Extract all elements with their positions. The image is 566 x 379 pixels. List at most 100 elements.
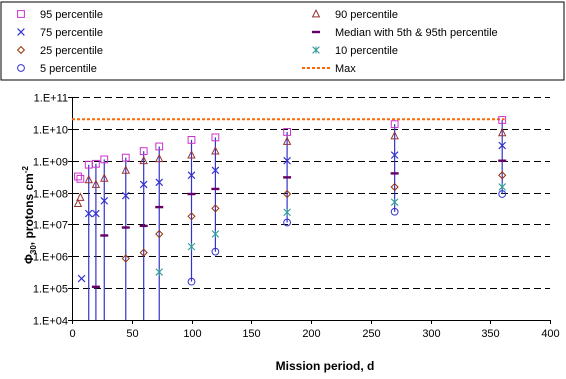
y-tick-label: 1.E+05 <box>33 284 68 296</box>
data-point <box>100 197 109 205</box>
data-point <box>390 182 399 192</box>
legend-label: 95 percentile <box>40 9 103 21</box>
data-point <box>139 180 148 189</box>
data-point <box>211 146 220 155</box>
data-point <box>283 128 292 136</box>
legend-box <box>0 1 565 81</box>
data-point <box>155 153 164 163</box>
legend-marker <box>17 28 25 36</box>
x-tick-label: 400 <box>541 328 559 340</box>
x-tick-label: 300 <box>422 328 440 340</box>
legend-item: 5 percentile <box>17 63 97 75</box>
data-point <box>498 171 507 180</box>
legend: 95 percentile 90 percentile 75 percentile M… <box>0 1 565 81</box>
legend-item: Max <box>302 63 356 75</box>
data-point <box>155 268 164 276</box>
data-point <box>155 142 164 151</box>
data-point <box>187 212 196 221</box>
legend-label: 10 percentile <box>335 45 398 57</box>
data-point <box>155 178 164 187</box>
data-point <box>155 229 164 239</box>
x-tick-label: 350 <box>481 328 499 340</box>
data-point <box>282 189 292 199</box>
data-point <box>390 130 399 140</box>
data-point <box>77 274 86 283</box>
legend-label: 75 percentile <box>40 27 103 39</box>
x-tick-label: 50 <box>126 328 138 340</box>
data-point <box>76 192 85 201</box>
range-lines <box>88 119 503 320</box>
legend-label: 90 percentile <box>335 9 398 21</box>
x-tick-label: 100 <box>183 328 201 340</box>
legend-marker <box>16 45 26 55</box>
legend-item: 25 percentile <box>16 45 103 57</box>
data-point <box>73 198 83 208</box>
legend-item: 10 percentile <box>312 45 398 57</box>
data-point <box>187 242 196 251</box>
data-point <box>282 136 292 145</box>
legend-item: 90 percentile <box>311 8 398 21</box>
data-point <box>497 127 507 137</box>
data-point <box>283 208 291 217</box>
data-point <box>390 120 399 129</box>
data-point <box>390 151 399 159</box>
y-tick-label: 1.E+04 <box>33 316 68 328</box>
data-point <box>187 150 196 159</box>
y-tick-label: 1.E+07 <box>33 220 68 232</box>
data-point <box>498 183 506 191</box>
data-point <box>498 116 507 124</box>
x-axis-title: Mission period, d <box>276 359 375 373</box>
data-point <box>121 153 130 162</box>
y-tick-label: 1.E+09 <box>33 157 68 169</box>
y-tick-label: 1.E+08 <box>33 189 68 201</box>
data-point <box>100 155 109 164</box>
data-point <box>211 204 220 213</box>
data-point <box>283 156 291 165</box>
data-point <box>139 155 148 165</box>
data-point <box>84 174 93 184</box>
legend-label: 25 percentile <box>40 45 103 57</box>
legend-item: Median with 5th & 95th percentile <box>312 27 498 39</box>
legend-label: Median with 5th & 95th percentile <box>335 27 498 39</box>
data-point <box>211 166 220 175</box>
x-tick-label: 0 <box>69 328 75 340</box>
data-point <box>139 248 148 257</box>
legend-marker <box>312 46 320 54</box>
data-point <box>187 136 196 144</box>
data-point <box>187 277 196 286</box>
legend-item: 95 percentile <box>17 9 103 21</box>
x-tick-label: 150 <box>242 328 260 340</box>
data-point <box>498 190 507 198</box>
data-point <box>390 198 399 206</box>
x-tick-label: 200 <box>302 328 320 340</box>
data-point <box>211 230 220 238</box>
data-point <box>283 218 292 227</box>
data-point <box>100 173 109 182</box>
legend-item: 75 percentile <box>17 27 103 39</box>
data-point <box>211 133 220 142</box>
data-point <box>187 171 196 180</box>
axes <box>68 97 551 324</box>
data-point <box>498 141 507 150</box>
data-point <box>74 172 82 181</box>
data-point <box>92 159 100 168</box>
tick-labels: 1.E+04 1.E+05 1.E+06 1.E+07 1.E+08 1.E+09 1.E+… <box>33 93 560 341</box>
data-point <box>139 147 148 156</box>
legend-label: Max <box>335 63 356 75</box>
data-point <box>121 254 130 263</box>
legend-label: 5 percentile <box>40 63 97 75</box>
y-axis-title: Φ30, protons cm-2 <box>21 166 38 264</box>
data-point <box>121 165 130 174</box>
legend-marker <box>17 64 25 72</box>
data-markers <box>73 116 507 289</box>
data-point <box>84 209 93 218</box>
legend-marker <box>311 8 321 18</box>
data-point <box>211 247 220 256</box>
y-tick-label: 1.E+11 <box>34 93 68 105</box>
data-point <box>121 191 130 200</box>
grid-layer <box>72 97 550 289</box>
data-point <box>91 179 101 188</box>
legend-marker <box>17 10 25 18</box>
x-tick-label: 250 <box>362 328 380 340</box>
